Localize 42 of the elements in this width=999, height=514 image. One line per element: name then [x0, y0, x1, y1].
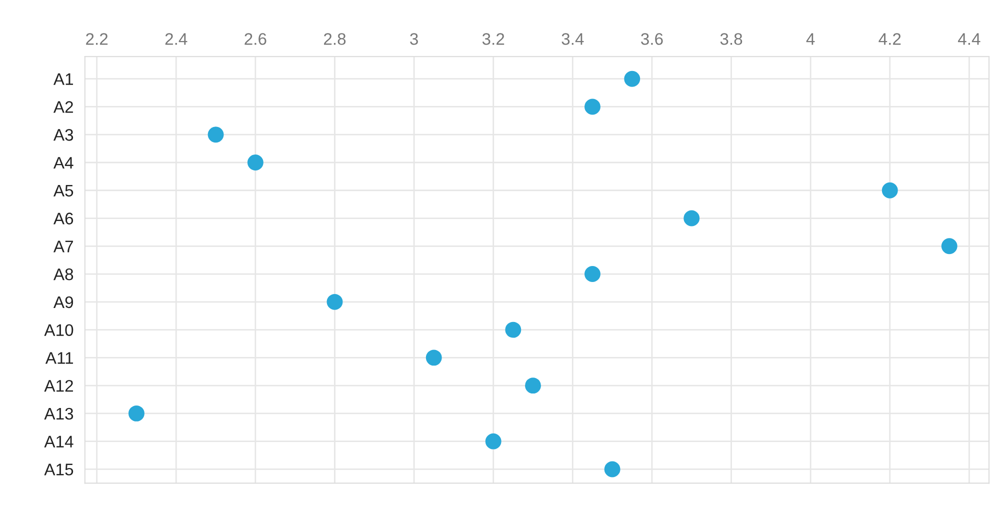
y-tick-label: A7 [53, 240, 73, 252]
point [505, 322, 522, 338]
x-tick-label: 4.2 [878, 33, 901, 45]
x-tick-label: 3.4 [562, 33, 584, 45]
point [525, 378, 541, 394]
x-tick-label: 4 [806, 33, 815, 45]
point [326, 294, 343, 310]
point [684, 210, 700, 226]
x-tick-label: 4.4 [958, 33, 980, 45]
x-tick-label: 2.8 [324, 33, 346, 45]
y-tick-label: A10 [44, 324, 74, 336]
x-tick-label: 3.2 [482, 33, 504, 45]
y-tick-label: A3 [53, 129, 74, 141]
y-tick-label: A14 [44, 436, 74, 448]
point [208, 126, 224, 143]
x-tick-label: 2.4 [165, 33, 188, 45]
point [247, 154, 264, 170]
point [624, 70, 640, 87]
x-tick-label: 3.6 [641, 33, 663, 45]
x-tick-label: 3.8 [720, 33, 742, 45]
y-tick-label: A12 [44, 380, 73, 392]
y-tick-label: A11 [45, 352, 73, 364]
x-tick-label: 3 [410, 33, 418, 45]
point [941, 238, 958, 254]
y-tick-label: A15 [44, 464, 74, 476]
point [485, 433, 502, 450]
y-tick-label: A1 [53, 73, 73, 85]
y-tick-label: A8 [53, 268, 74, 280]
y-tick-label: A5 [53, 184, 74, 197]
y-tick-label: A9 [53, 296, 74, 308]
y-tick-label: A2 [53, 101, 73, 113]
point [882, 182, 898, 198]
point [604, 461, 620, 478]
point [584, 98, 600, 115]
x-tick-label: 2.6 [244, 33, 266, 45]
y-tick-label: A13 [44, 408, 74, 420]
point [128, 405, 144, 422]
point [426, 350, 442, 366]
point [584, 266, 600, 282]
y-tick-label: A6 [53, 212, 74, 224]
y-tick-label: A4 [53, 157, 74, 169]
x-tick-label: 2.2 [86, 33, 108, 45]
